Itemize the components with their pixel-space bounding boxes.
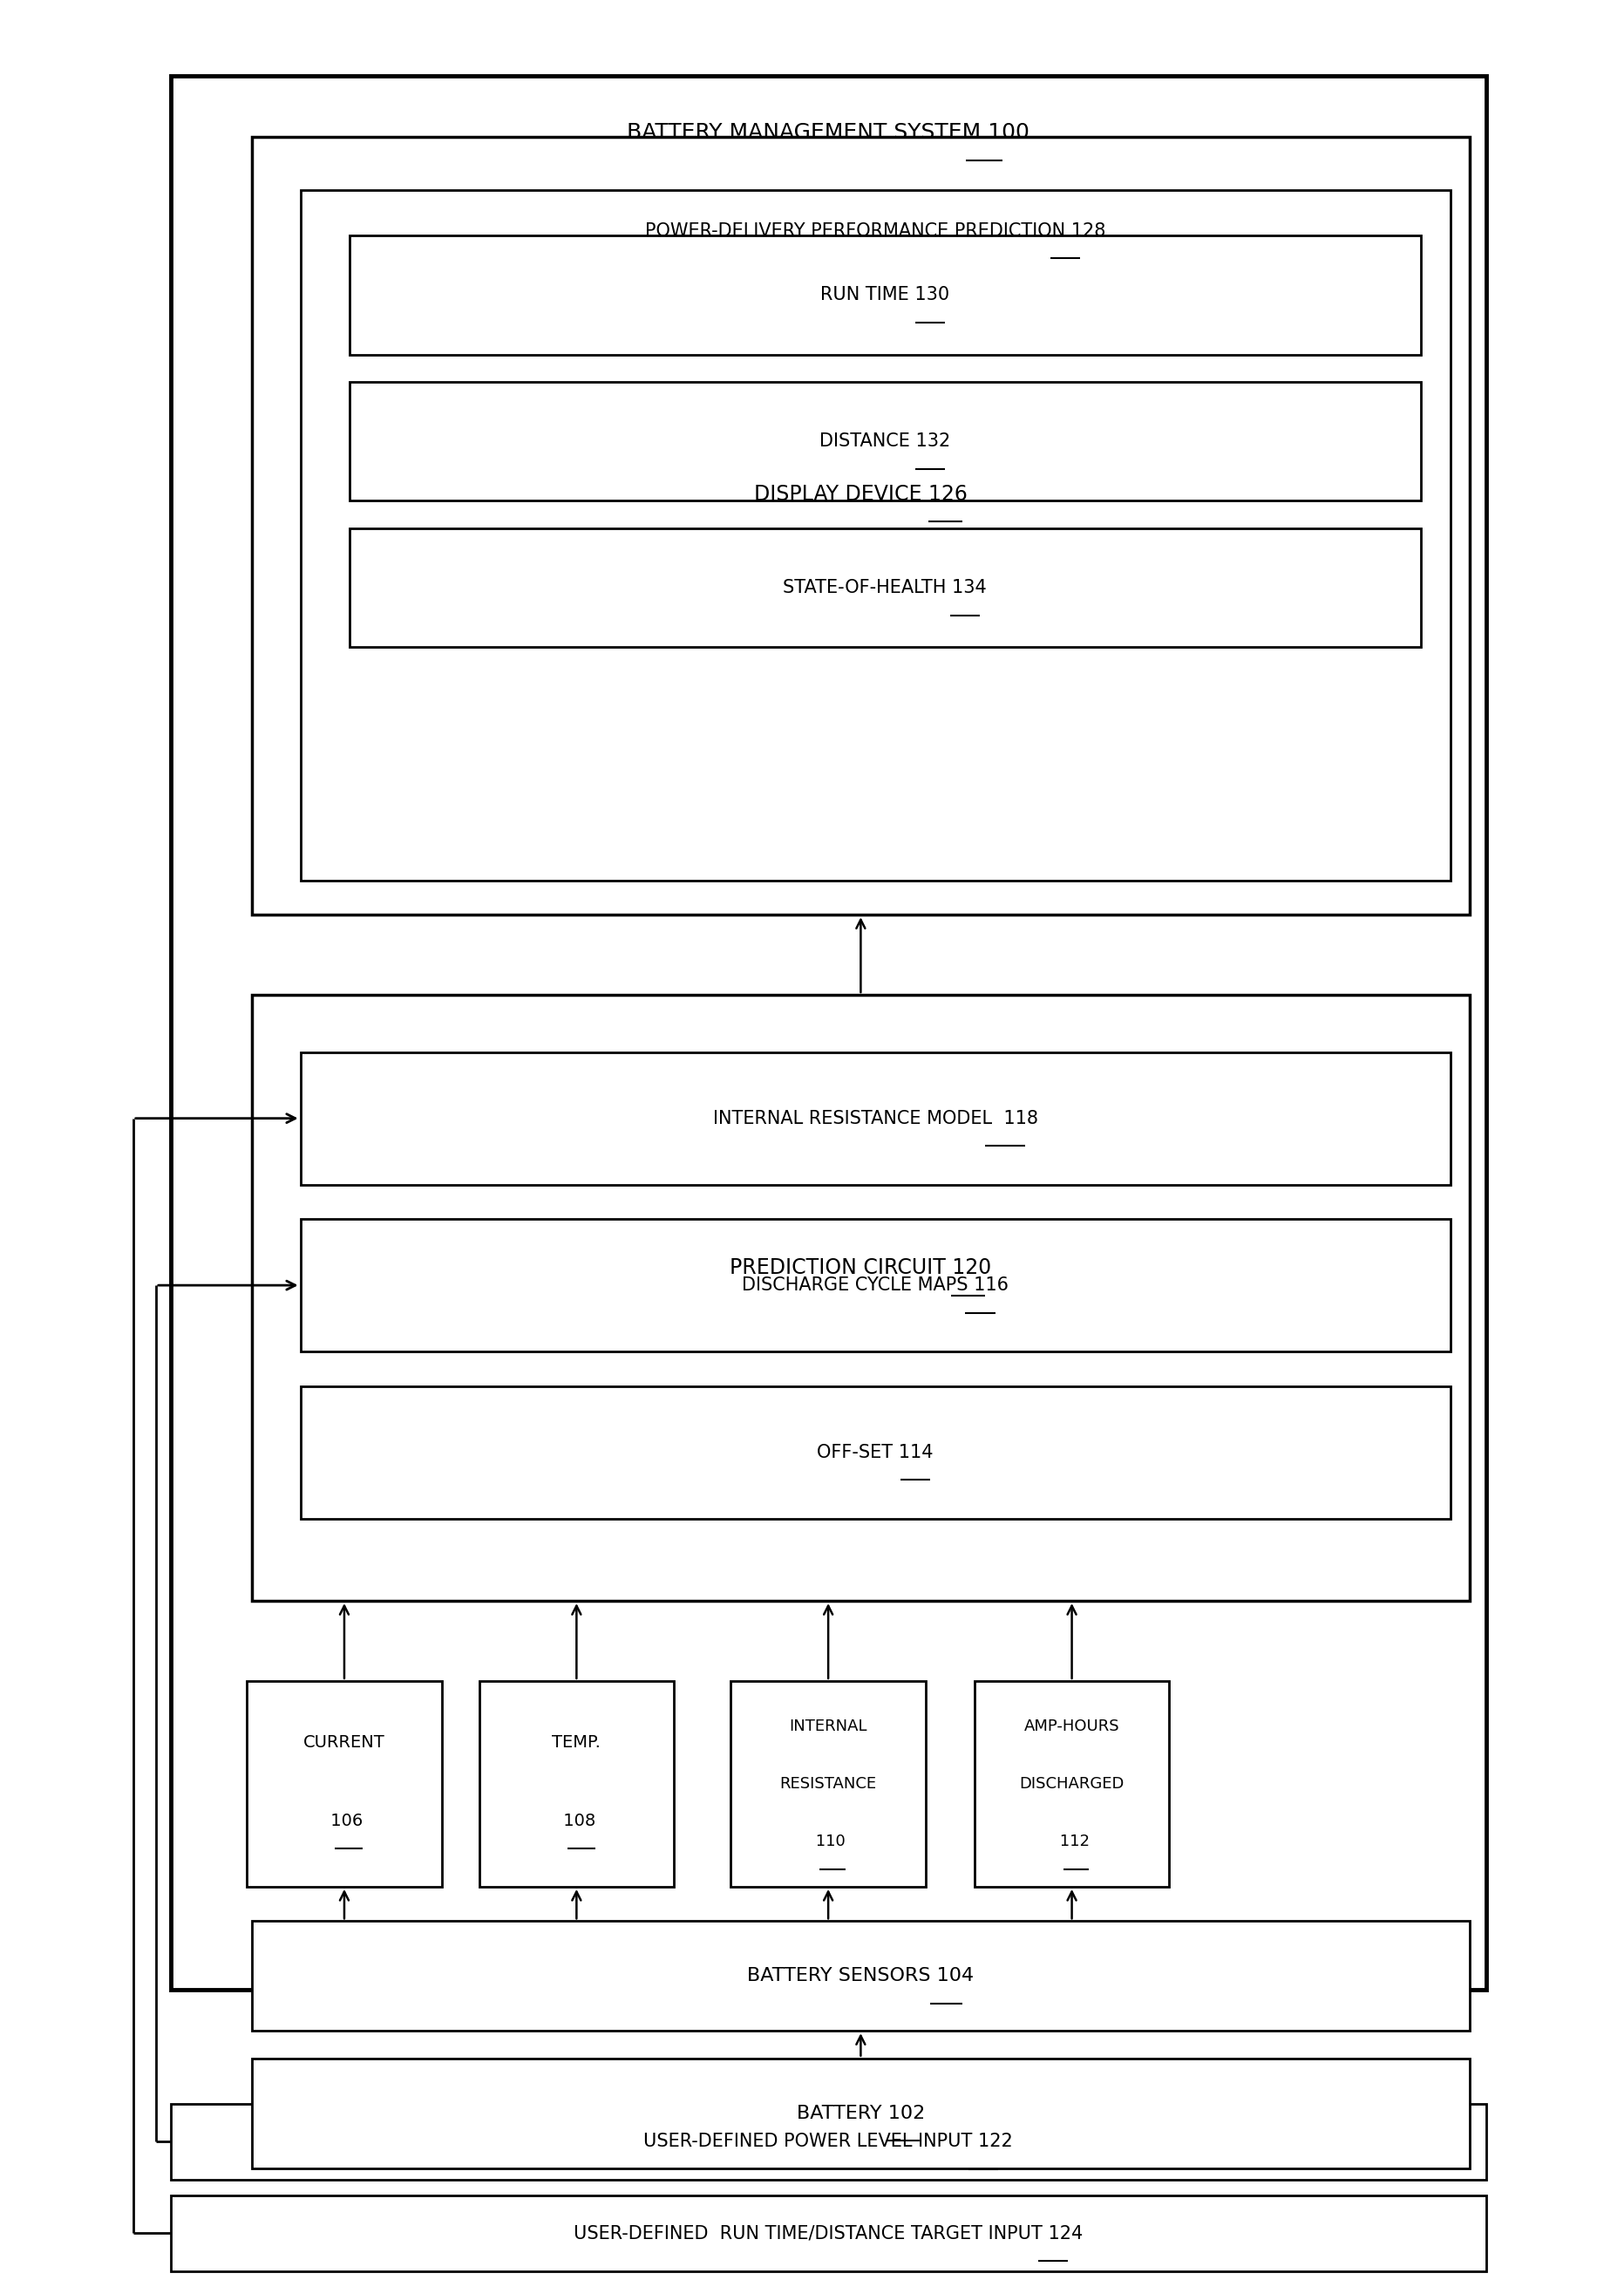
Text: BATTERY MANAGEMENT SYSTEM 100: BATTERY MANAGEMENT SYSTEM 100	[627, 121, 1030, 144]
Text: 112: 112	[1054, 1834, 1090, 1850]
Text: RUN TIME 130: RUN TIME 130	[820, 286, 950, 304]
Bar	[300, 190, 1450, 880]
Bar	[252, 2058, 1470, 2168]
Text: 106: 106	[325, 1814, 364, 1830]
Bar	[171, 2196, 1486, 2271]
Bar	[349, 236, 1421, 354]
Bar	[300, 1219, 1450, 1352]
Text: DISCHARGED: DISCHARGED	[1020, 1777, 1124, 1791]
Bar	[252, 1921, 1470, 2031]
Text: BATTERY 102: BATTERY 102	[796, 2104, 926, 2122]
Text: DISCHARGE CYCLE MAPS 116: DISCHARGE CYCLE MAPS 116	[742, 1276, 1009, 1294]
Bar	[731, 1681, 926, 1887]
Text: POWER-DELIVERY PERFORMANCE PREDICTION 128: POWER-DELIVERY PERFORMANCE PREDICTION 12…	[645, 222, 1106, 240]
Bar	[247, 1681, 442, 1887]
Text: INTERNAL: INTERNAL	[789, 1718, 867, 1734]
Bar	[300, 1386, 1450, 1519]
Text: USER-DEFINED POWER LEVEL INPUT 122: USER-DEFINED POWER LEVEL INPUT 122	[643, 2134, 1013, 2150]
Text: DISPLAY DEVICE 126: DISPLAY DEVICE 126	[754, 483, 968, 505]
Bar	[300, 1052, 1450, 1185]
Text: BATTERY SENSORS 104: BATTERY SENSORS 104	[747, 1967, 974, 1985]
Bar	[171, 2104, 1486, 2180]
Bar	[252, 137, 1470, 915]
Bar	[171, 75, 1486, 1990]
Bar	[974, 1681, 1169, 1887]
Text: STATE-OF-HEALTH 134: STATE-OF-HEALTH 134	[783, 579, 987, 597]
Text: DISTANCE 132: DISTANCE 132	[820, 432, 950, 451]
Text: PREDICTION CIRCUIT 120: PREDICTION CIRCUIT 120	[729, 1258, 992, 1278]
Text: USER-DEFINED  RUN TIME/DISTANCE TARGET INPUT 124: USER-DEFINED RUN TIME/DISTANCE TARGET IN…	[573, 2225, 1083, 2241]
Bar	[479, 1681, 674, 1887]
Text: AMP-HOURS: AMP-HOURS	[1025, 1718, 1119, 1734]
Bar	[349, 382, 1421, 501]
Text: RESISTANCE: RESISTANCE	[780, 1777, 877, 1791]
Text: OFF-SET 114: OFF-SET 114	[817, 1443, 934, 1461]
Bar	[349, 528, 1421, 647]
Text: CURRENT: CURRENT	[304, 1734, 385, 1752]
Bar	[252, 995, 1470, 1601]
Text: INTERNAL RESISTANCE MODEL  118: INTERNAL RESISTANCE MODEL 118	[713, 1109, 1038, 1127]
Text: 110: 110	[810, 1834, 846, 1850]
Text: 108: 108	[557, 1814, 596, 1830]
Text: TEMP.: TEMP.	[552, 1734, 601, 1752]
